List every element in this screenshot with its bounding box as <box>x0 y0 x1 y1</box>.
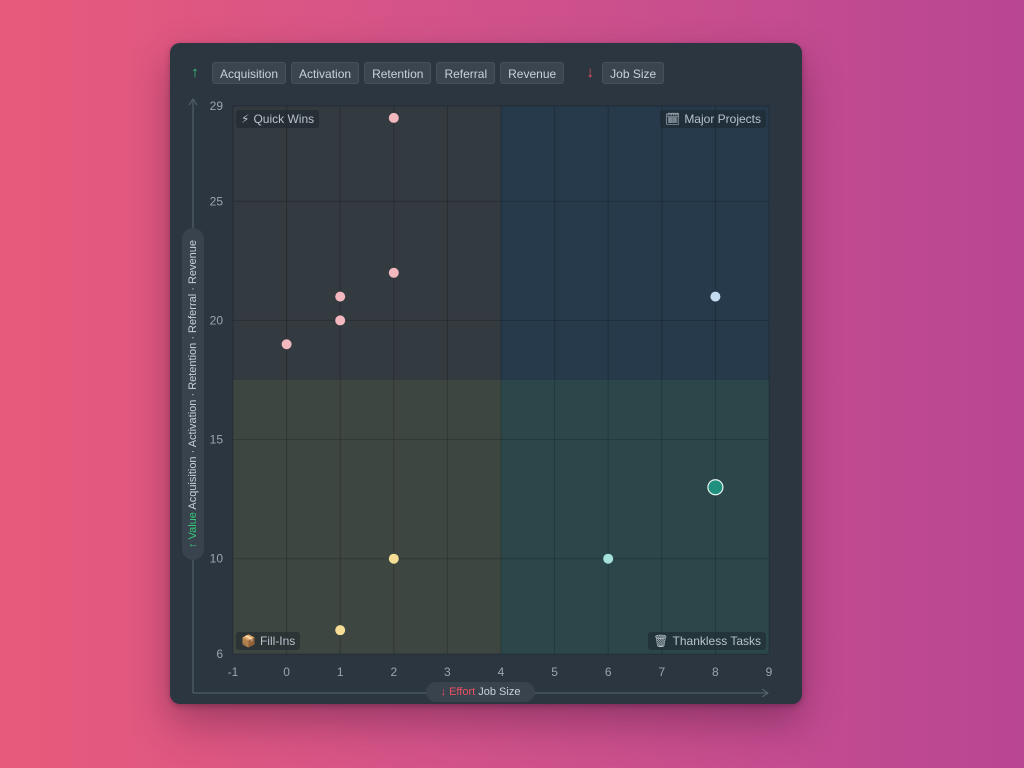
value-up-arrow-icon: ↑ <box>187 542 199 548</box>
data-point[interactable] <box>335 625 346 636</box>
value-field-chip-retention[interactable]: Retention <box>364 62 432 84</box>
calendar-icon: 🗓 <box>665 112 681 126</box>
y-tick-label: 20 <box>210 313 224 327</box>
quadrant-label-quick-wins: ⚡ Quick Wins <box>236 110 320 128</box>
value-field-chip-acquisition[interactable]: Acquisition <box>212 62 287 84</box>
quadrant-fill-ins <box>233 380 501 654</box>
major-projects-label: Major Projects <box>684 112 761 126</box>
x-tick-label: 2 <box>390 665 397 679</box>
data-point[interactable] <box>388 553 399 564</box>
y-tick-label: 6 <box>216 647 223 661</box>
y-tick-label: 29 <box>210 99 224 113</box>
value-field-chip-referral[interactable]: Referral <box>436 62 496 84</box>
y-axis-pill[interactable] <box>182 228 204 560</box>
y-axis-pill-text: ↑ Value Acquisition · Activation · Reten… <box>187 240 199 548</box>
quadrant-label-fill-ins: 📦 Fill-Ins <box>236 632 301 650</box>
y-tick-label: 25 <box>210 194 224 208</box>
prioritization-matrix-panel: ↑ Acquisition Activation Retention Refer… <box>170 43 802 704</box>
x-axis-fields: Job Size <box>478 686 521 698</box>
x-axis-title: Effort <box>449 686 476 698</box>
y-axis-arrowhead <box>188 98 198 106</box>
x-tick-label: 0 <box>283 665 290 679</box>
x-tick-label: 5 <box>551 665 558 679</box>
quadrant-label-thankless-tasks: 🗑 Thankless Tasks <box>648 632 766 650</box>
x-tick-label: 3 <box>444 665 451 679</box>
data-point[interactable] <box>335 315 346 326</box>
data-point[interactable] <box>335 291 346 302</box>
quadrant-major-projects <box>501 106 769 380</box>
x-tick-label: -1 <box>228 665 239 679</box>
quick-wins-label: Quick Wins <box>253 112 315 126</box>
x-tick-label: 7 <box>658 665 665 679</box>
thankless-tasks-label: Thankless Tasks <box>672 634 761 648</box>
trash-icon: 🗑 <box>653 634 669 648</box>
x-tick-label: 8 <box>712 665 719 679</box>
x-axis-pill[interactable]: ↓ Effort Job Size <box>426 682 535 702</box>
data-point[interactable] <box>281 339 292 350</box>
fill-ins-label: Fill-Ins <box>259 634 296 648</box>
x-tick-label: 9 <box>766 665 773 679</box>
data-point[interactable] <box>388 112 399 123</box>
package-icon: 📦 <box>241 634 256 648</box>
quadrant-label-major-projects: 🗓 Major Projects <box>660 110 766 128</box>
selected-data-point[interactable] <box>707 479 724 496</box>
toolbar: ↑ Acquisition Activation Retention Refer… <box>188 62 665 84</box>
value-arrow-up-icon: ↑ <box>191 64 199 81</box>
x-tick-label: 4 <box>498 665 505 679</box>
lightning-icon: ⚡ <box>241 112 250 126</box>
data-point[interactable] <box>603 553 614 564</box>
y-tick-label: 10 <box>210 552 224 566</box>
x-tick-label: 1 <box>337 665 344 679</box>
effort-down-arrow-icon: ↓ <box>440 686 447 698</box>
data-point[interactable] <box>388 267 399 278</box>
quadrant-quick-wins <box>233 106 501 380</box>
value-field-chip-activation[interactable]: Activation <box>291 62 360 84</box>
y-tick-label: 15 <box>210 433 224 447</box>
effort-arrow-down-icon: ↓ <box>586 64 594 81</box>
y-axis-fields: Acquisition · Activation · Retention · R… <box>187 240 199 510</box>
data-point[interactable] <box>710 291 721 302</box>
value-field-chip-revenue[interactable]: Revenue <box>500 62 565 84</box>
x-tick-label: 6 <box>605 665 612 679</box>
effort-field-chip-job-size[interactable]: Job Size <box>602 62 665 84</box>
y-axis-title: Value <box>187 512 199 540</box>
scatter-chart: -1 0 1 2 3 4 5 6 7 8 9 6 10 15 20 25 29 <box>188 98 773 698</box>
quadrant-thankless-tasks <box>501 380 769 654</box>
x-axis-arrowhead <box>761 688 769 698</box>
